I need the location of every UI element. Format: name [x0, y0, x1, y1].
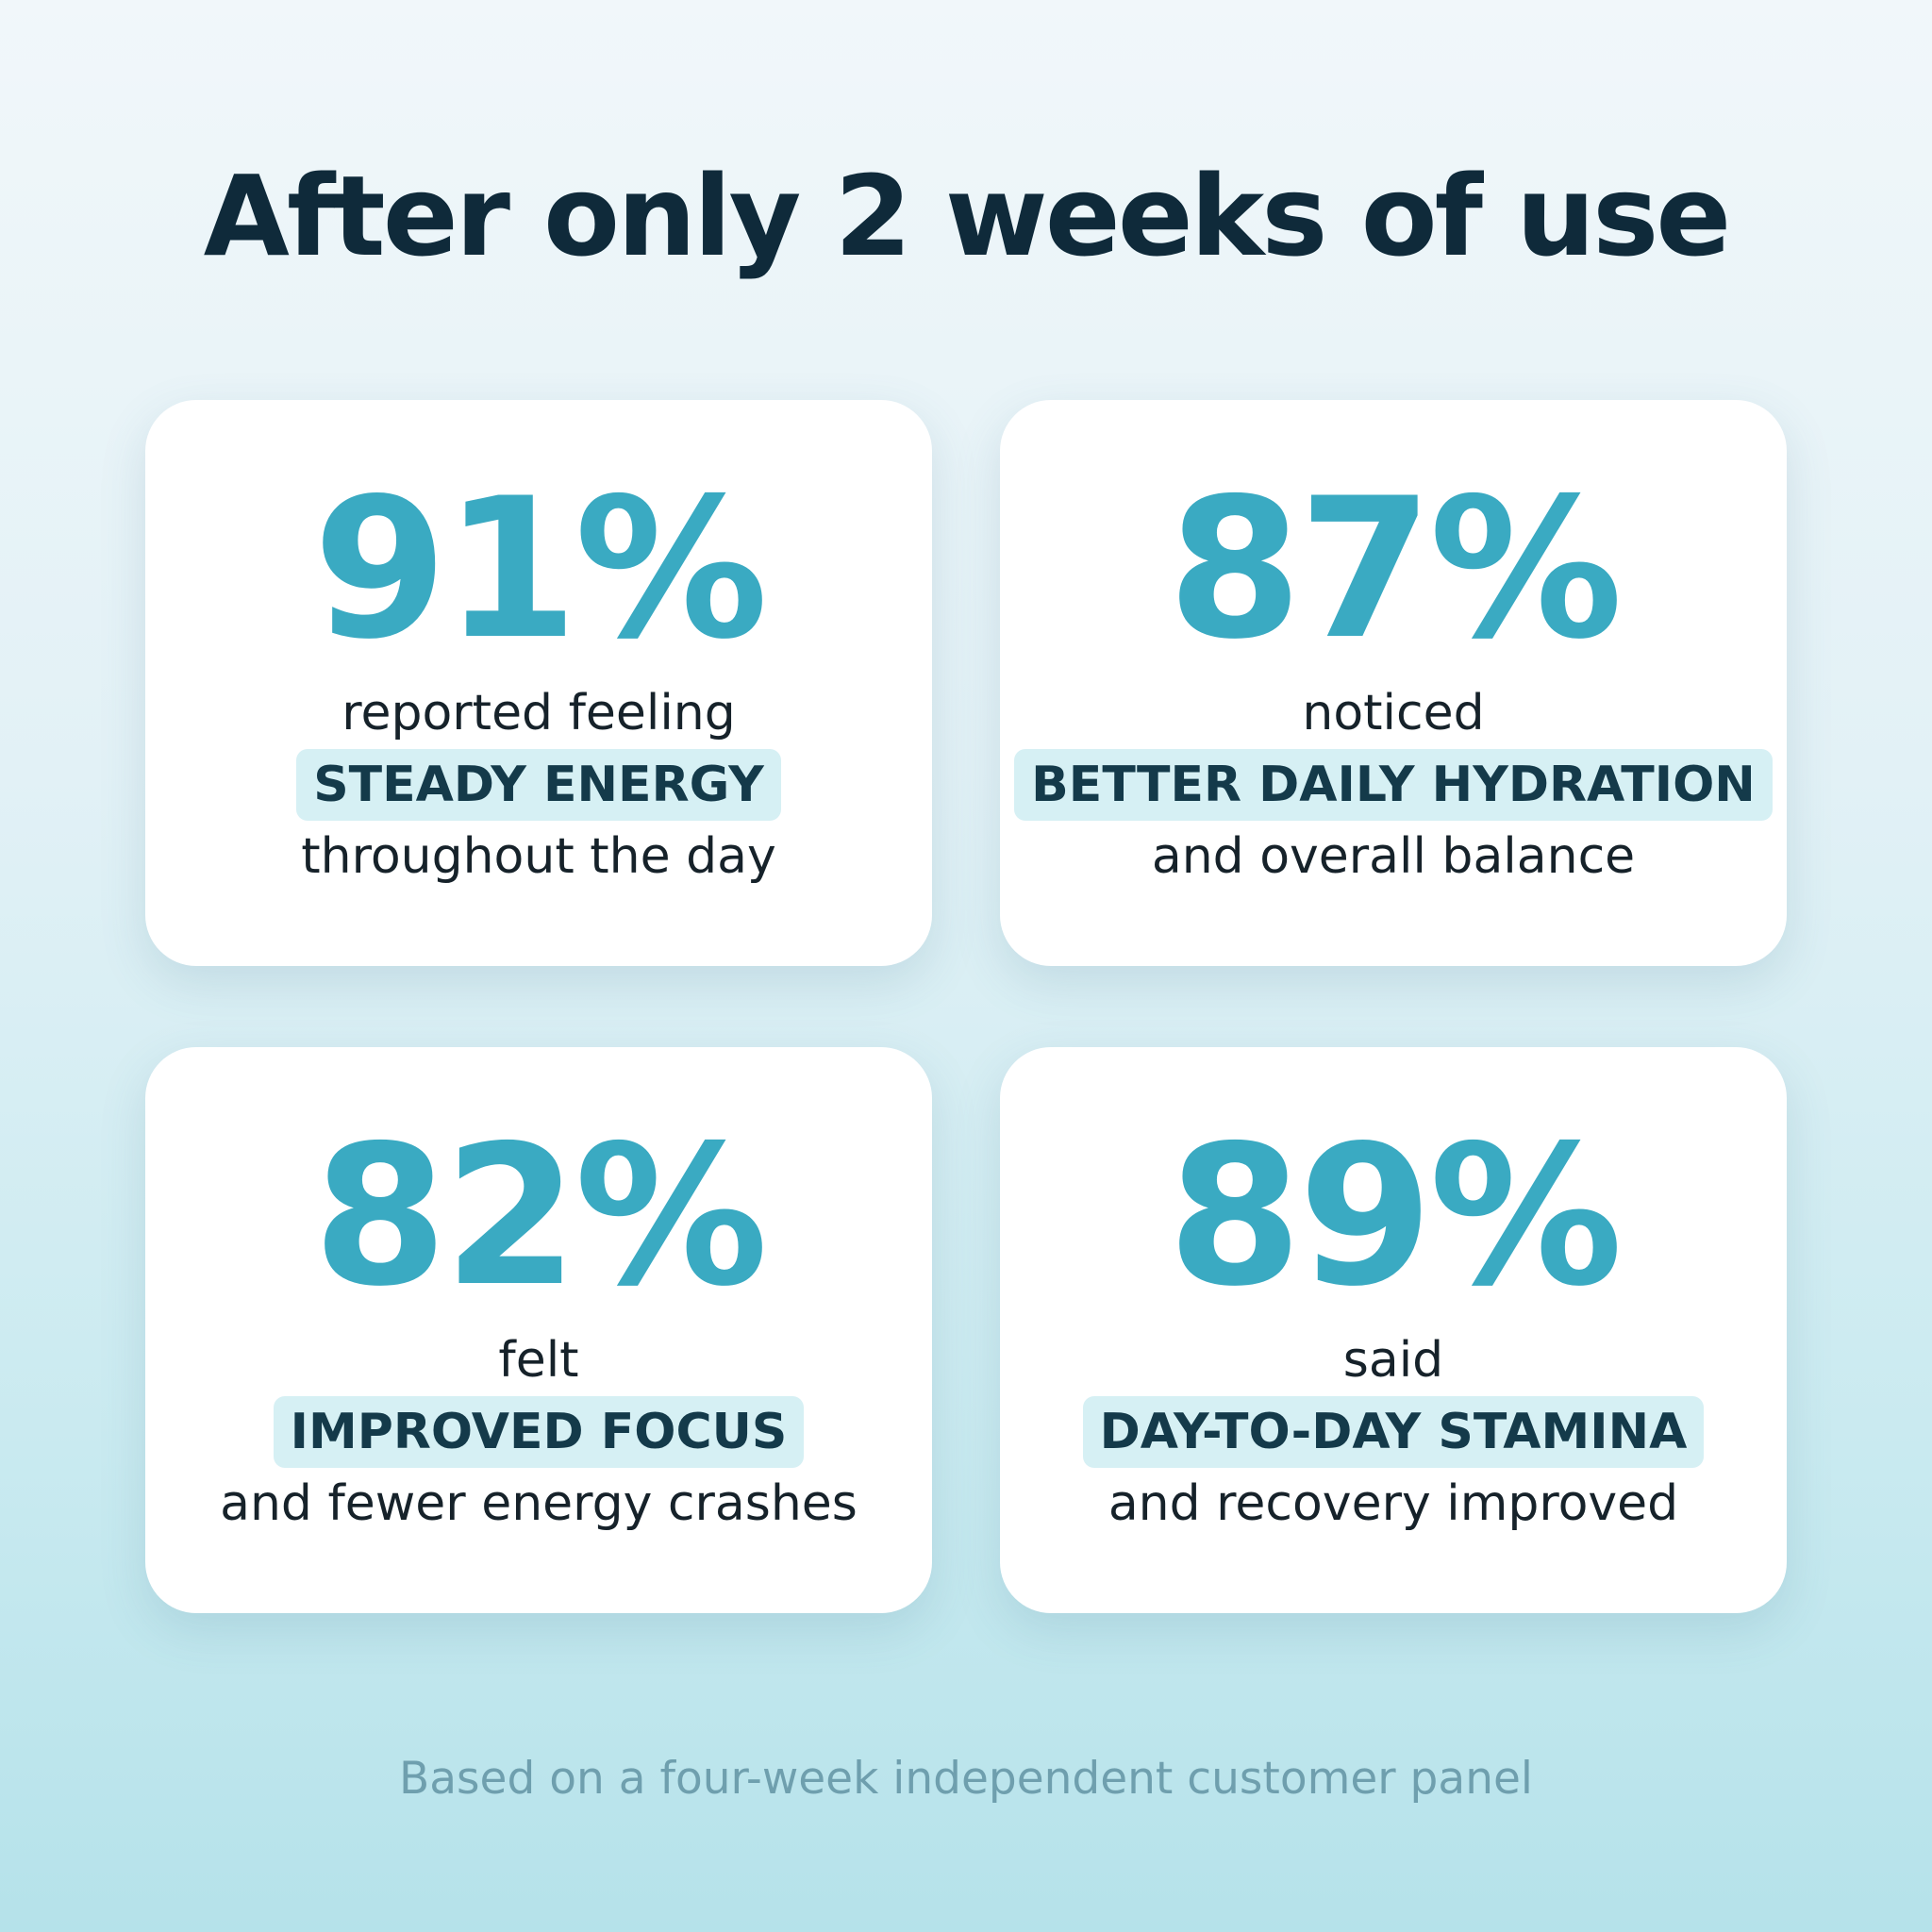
trail-text: throughout the day [301, 828, 776, 885]
footnote: Based on a four-week independent custome… [399, 1753, 1533, 1805]
stat-value: 91% [312, 458, 769, 682]
highlight: DAY-TO-DAY STAMINA [1082, 1396, 1705, 1468]
trail-text: and overall balance [1151, 828, 1636, 885]
highlight: STEADY ENERGY [296, 749, 781, 821]
lead-text: noticed [1302, 685, 1485, 741]
stat-card: 87% noticed BETTER DAILY HYDRATION and o… [1000, 400, 1787, 966]
stat-card: 91% reported feeling STEADY ENERGY throu… [145, 400, 932, 966]
lead-text: reported feeling [341, 685, 736, 741]
trail-text: and recovery improved [1108, 1475, 1679, 1532]
stat-card: 89% said DAY-TO-DAY STAMINA and recovery… [1000, 1047, 1787, 1613]
headline: After only 2 weeks of use [203, 151, 1732, 281]
trail-text: and fewer energy crashes [220, 1475, 858, 1532]
highlight: BETTER DAILY HYDRATION [1014, 749, 1773, 821]
stat-value: 89% [1167, 1105, 1624, 1329]
stat-value: 82% [312, 1105, 769, 1329]
lead-text: said [1342, 1332, 1444, 1389]
stat-card: 82% felt IMPROVED FOCUS and fewer energy… [145, 1047, 932, 1613]
lead-text: felt [498, 1332, 579, 1389]
highlight: IMPROVED FOCUS [273, 1396, 805, 1468]
stat-value: 87% [1167, 458, 1624, 682]
